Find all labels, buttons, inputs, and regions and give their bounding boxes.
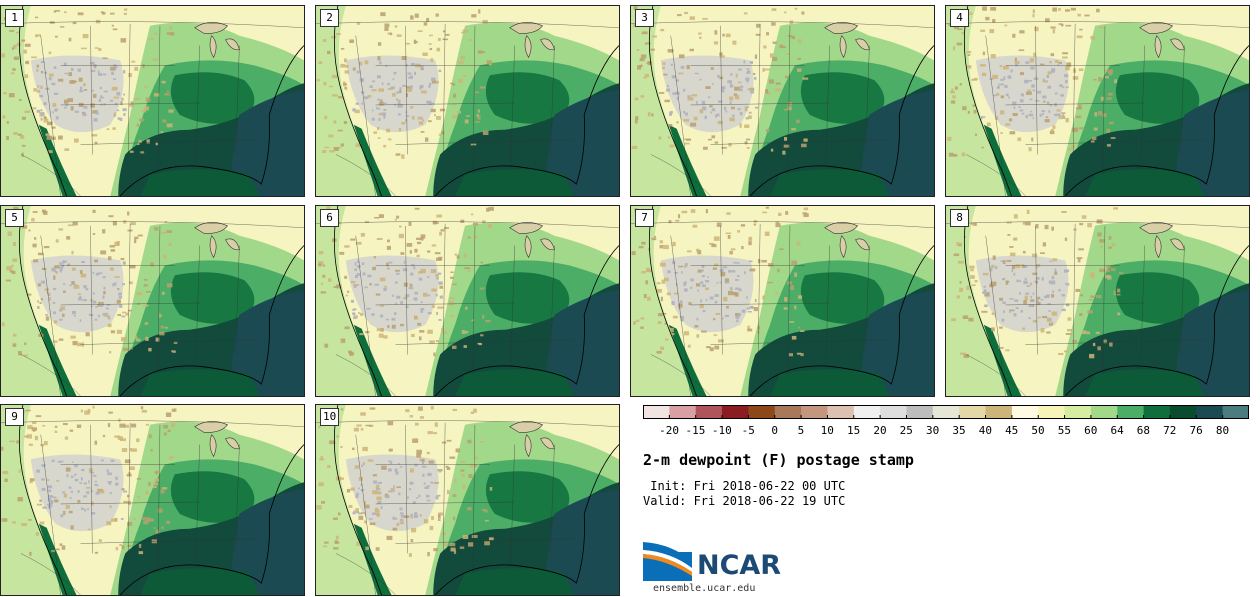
colorbar-segment [669,405,697,419]
colorbar-segment [1169,405,1197,419]
colorbar-segment [932,405,960,419]
map-panel-2: 2 [315,5,620,197]
colorbar-tick-label: 80 [1215,424,1230,437]
colorbar-segment [1011,405,1039,419]
chart-title: 2-m dewpoint (F) postage stamp [643,451,914,469]
colorbar-tick-label: 68 [1136,424,1151,437]
colorbar-segment [827,405,855,419]
panel-number: 4 [950,9,969,27]
panel-number: 8 [950,209,969,227]
panel-number: 2 [320,9,339,27]
colorbar-tick-label: 45 [1005,424,1019,437]
colorbar-segment [853,405,881,419]
dewpoint-map [946,206,1249,396]
colorbar-segment [880,405,907,419]
colorbar [643,405,1249,419]
colorbar-tick-label: 50 [1031,424,1045,437]
colorbar-tick-label: 76 [1189,424,1203,437]
colorbar-segment [722,405,749,419]
dewpoint-map [946,6,1249,196]
colorbar-tick-label: 40 [978,424,992,437]
init-time: Init: Fri 2018-06-22 00 UTC [643,479,846,493]
map-panel-10: 10 [315,404,620,596]
colorbar-tick-label: 10 [820,424,834,437]
panel-number: 10 [320,408,340,426]
map-panel-7: 7 [630,205,935,397]
panel-number: 9 [5,408,24,426]
logo-text: NCAR [697,550,782,581]
colorbar-tick-label: 30 [926,424,940,437]
colorbar-segment [906,405,934,419]
dewpoint-map [316,206,619,396]
valid-time: Valid: Fri 2018-06-22 19 UTC [643,494,846,508]
map-panel-3: 3 [630,5,935,197]
map-panel-4: 4 [945,5,1250,197]
colorbar-tick-label: 72 [1163,424,1177,437]
panel-number: 1 [5,9,24,27]
colorbar-segment [985,405,1013,419]
panel-number: 3 [635,9,654,27]
colorbar-tick-label: 60 [1084,424,1098,437]
colorbar-tick-label: -5 [741,424,755,437]
colorbar-segment [1196,405,1224,419]
colorbar-tick-label: -15 [685,424,706,437]
colorbar-tick-label: 15 [846,424,861,437]
colorbar-tick-label: 64 [1110,424,1124,437]
colorbar-segment [1090,405,1118,419]
colorbar-tick-label: 25 [899,424,913,437]
ncar-logo-icon [643,542,692,581]
panel-number: 6 [320,209,339,227]
panel-number: 7 [635,209,654,227]
dewpoint-map [1,6,304,196]
map-panel-8: 8 [945,205,1250,397]
colorbar-segment [1143,405,1171,419]
dewpoint-map [1,206,304,396]
colorbar-segment [1038,405,1066,419]
colorbar-segment [1117,405,1145,419]
colorbar-segment [643,405,670,419]
colorbar-segment [1064,405,1092,419]
logo-url: ensemble.ucar.edu [653,583,756,594]
map-panel-9: 9 [0,404,305,596]
dewpoint-map [316,405,619,595]
dewpoint-map [631,206,934,396]
dewpoint-map [316,6,619,196]
colorbar-tick-label: -10 [711,424,732,437]
colorbar-segment [959,405,987,419]
colorbar-tick-label: 55 [1057,424,1071,437]
panel-number: 5 [5,209,24,227]
colorbar-tick-label: 35 [952,424,966,437]
colorbar-segment [801,405,828,419]
colorbar-tick-label: 20 [873,424,887,437]
colorbar-segment [695,405,723,419]
map-panel-5: 5 [0,205,305,397]
dewpoint-map [631,6,934,196]
colorbar-tick-label: 5 [797,424,805,437]
colorbar-segment [1222,405,1249,419]
map-panel-1: 1 [0,5,305,197]
colorbar-segment [774,405,802,419]
colorbar-segment [748,405,776,419]
colorbar-tick-label: 0 [771,424,778,437]
dewpoint-map [1,405,304,595]
map-panel-6: 6 [315,205,620,397]
colorbar-tick-label: -20 [659,424,680,437]
